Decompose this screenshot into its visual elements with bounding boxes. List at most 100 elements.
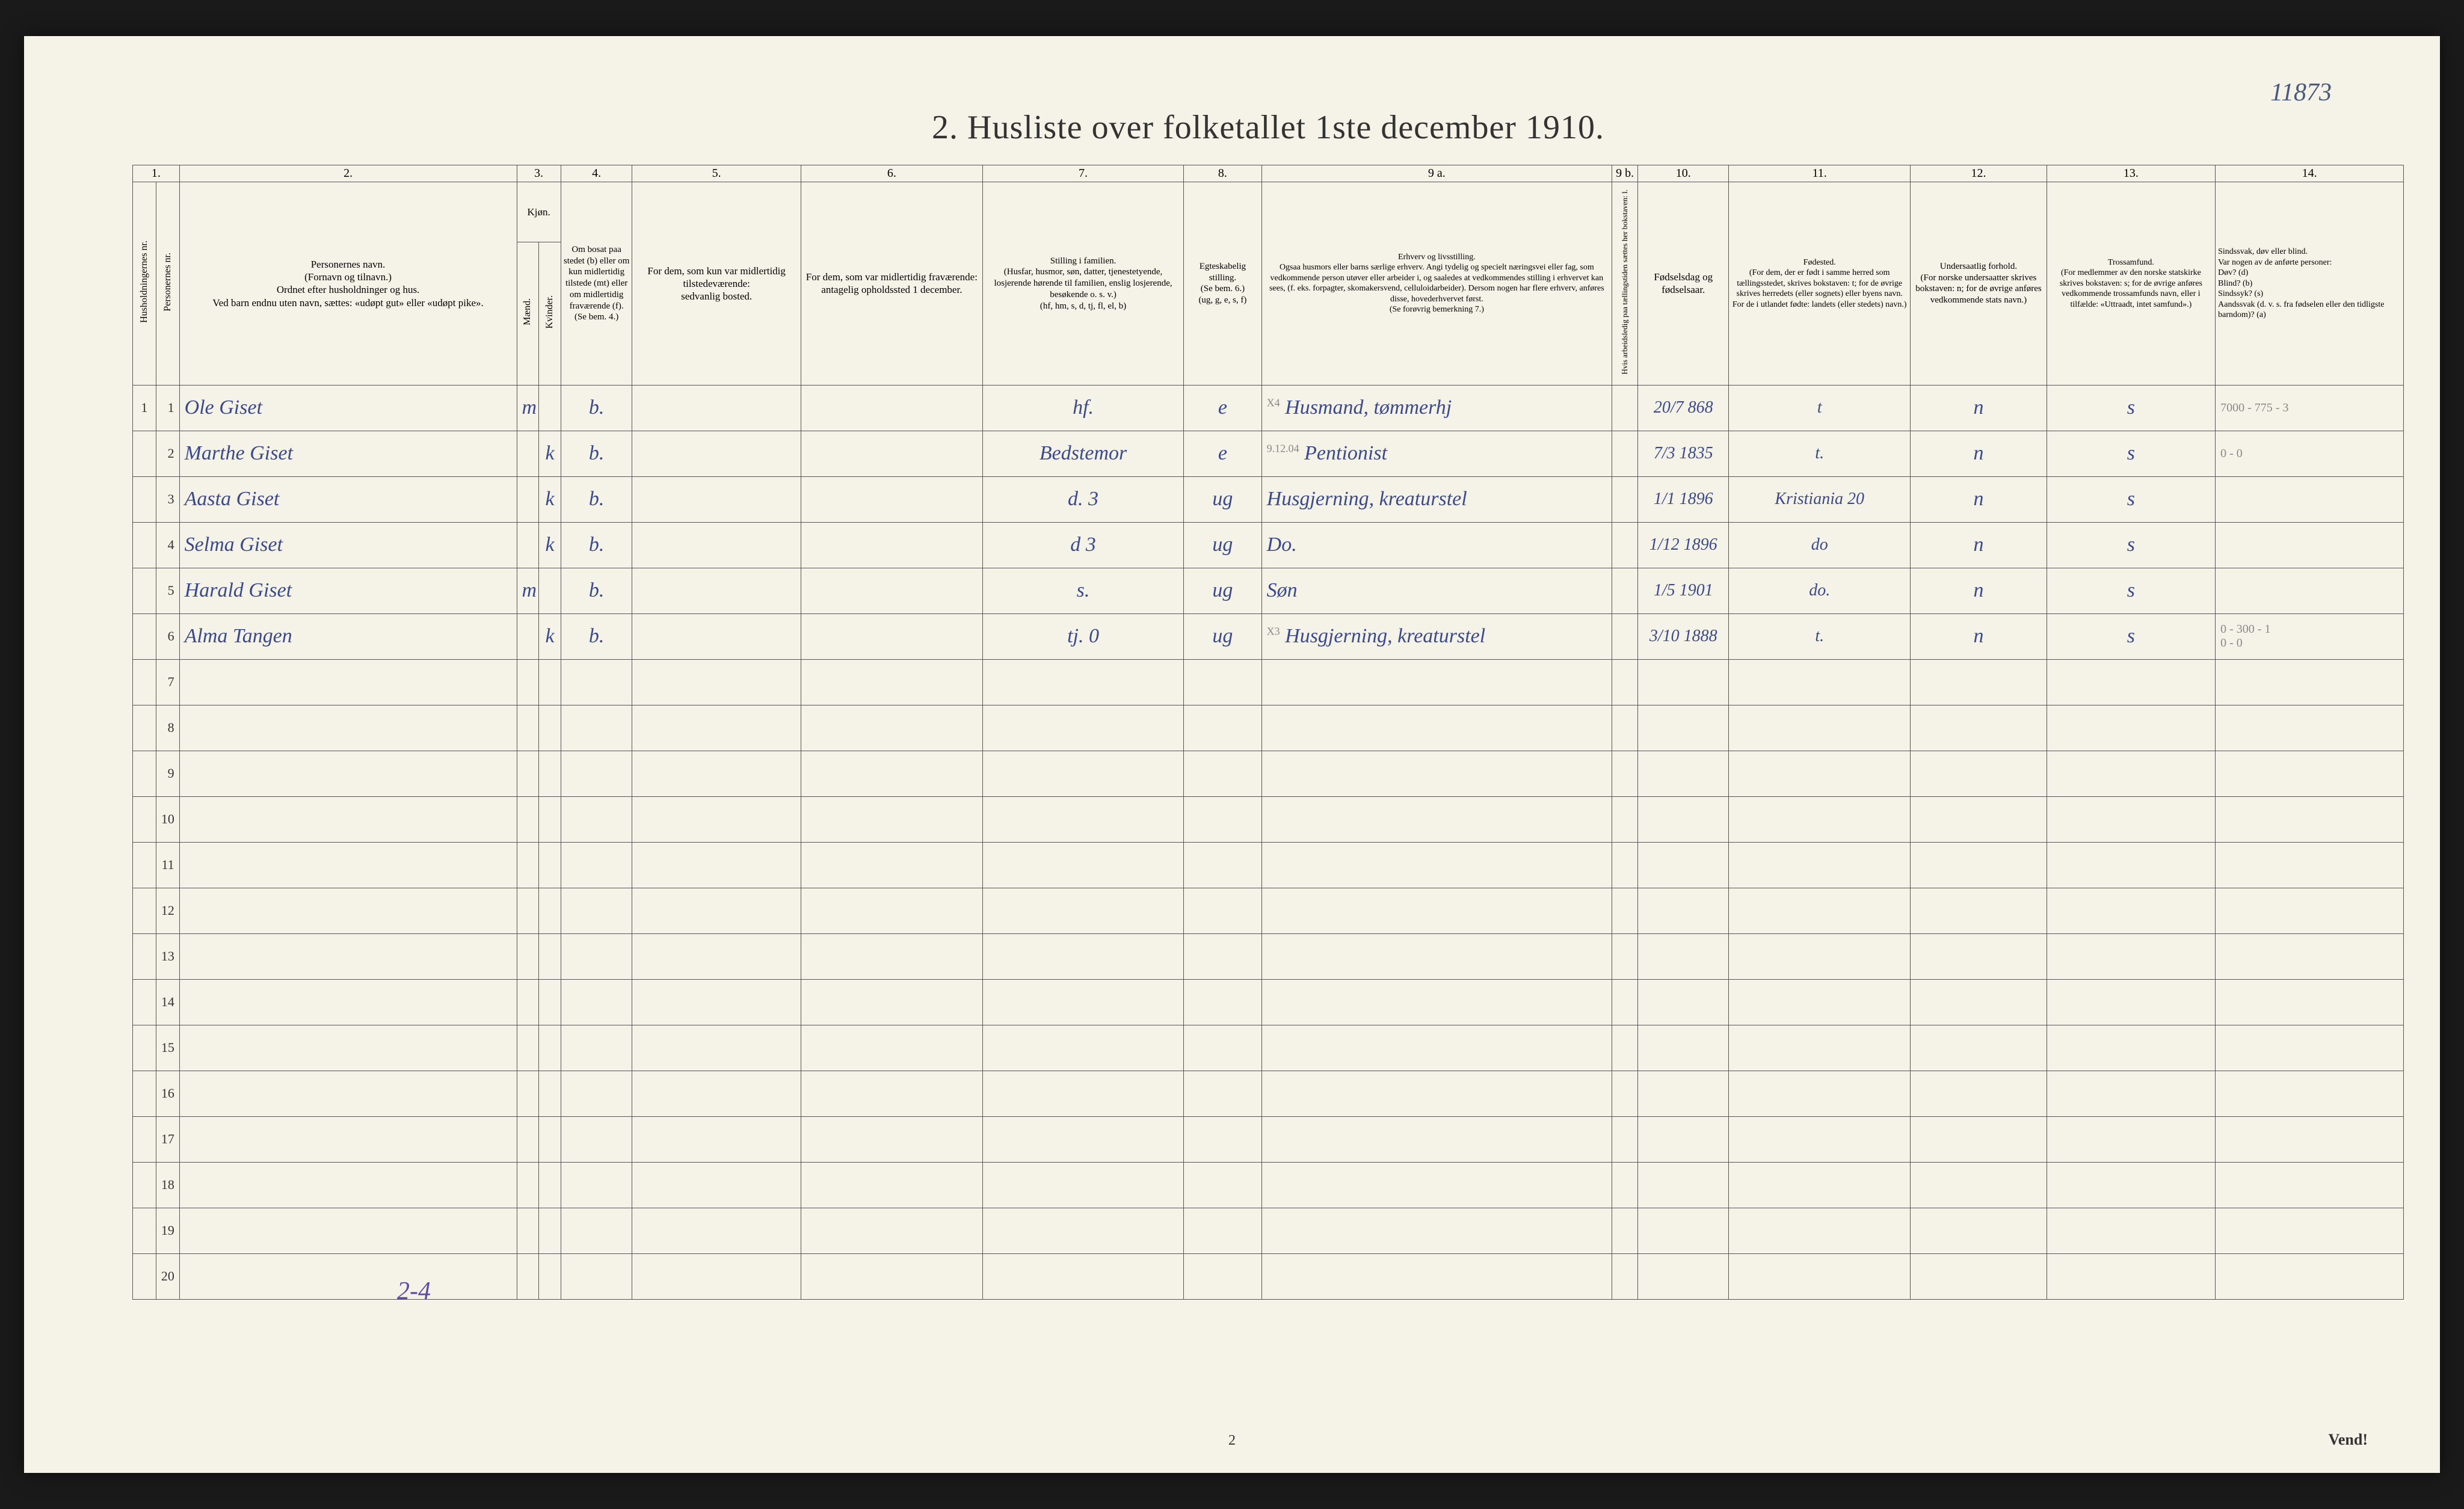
cell-c12: n [1911, 385, 2047, 431]
cell-c12 [1911, 888, 2047, 933]
table-row: 20 [133, 1253, 2404, 1299]
cell-household-nr [133, 1116, 156, 1162]
cell-c5 [632, 1162, 801, 1208]
cell-c8: e [1184, 431, 1261, 476]
cell-c5 [632, 1025, 801, 1071]
cell-c10 [1638, 1116, 1729, 1162]
cell-sex-m: m [517, 385, 539, 431]
colnum-6: 6. [801, 165, 982, 182]
cell-c14 [2216, 1253, 2404, 1299]
cell-c6 [801, 1116, 982, 1162]
cell-c13 [2047, 933, 2215, 979]
cell-c11 [1729, 1071, 1911, 1116]
cell-person-nr: 16 [156, 1071, 179, 1116]
cell-c5 [632, 568, 801, 613]
cell-sex-k [539, 888, 561, 933]
cell-name [179, 1071, 517, 1116]
cell-c9a [1261, 796, 1612, 842]
cell-c6 [801, 613, 982, 659]
cell-sex-m [517, 796, 539, 842]
cell-household-nr [133, 979, 156, 1025]
cell-c13 [2047, 659, 2215, 705]
cell-sex-k [539, 1208, 561, 1253]
cell-c11 [1729, 659, 1911, 705]
cell-c11 [1729, 933, 1911, 979]
cell-c14: 0 - 300 - 1 0 - 0 [2216, 613, 2404, 659]
cell-c13 [2047, 796, 2215, 842]
cell-c7 [982, 659, 1183, 705]
cell-sex-m [517, 1162, 539, 1208]
cell-c13 [2047, 1025, 2215, 1071]
cell-name: Harald Giset [179, 568, 517, 613]
colnum-2: 2. [179, 165, 517, 182]
cell-bosat [561, 979, 632, 1025]
cell-c9a [1261, 751, 1612, 796]
table-row: 3 Aasta Giset k b. d. 3 ug Husgjerning, … [133, 476, 2404, 522]
cell-sex-k [539, 568, 561, 613]
cell-c10 [1638, 888, 1729, 933]
cell-c13 [2047, 751, 2215, 796]
cell-sex-m [517, 1208, 539, 1253]
cell-c8 [1184, 705, 1261, 751]
head-sex-k: Kvinder. [539, 242, 561, 385]
footer-handwritten-note: 2-4 [397, 1277, 431, 1306]
cell-c13 [2047, 1208, 2215, 1253]
cell-c6 [801, 842, 982, 888]
cell-household-nr [133, 705, 156, 751]
column-header-row: Husholdningernes nr. Personernes nr. Per… [133, 182, 2404, 242]
cell-c14 [2216, 842, 2404, 888]
cell-c12 [1911, 751, 2047, 796]
cell-sex-m [517, 751, 539, 796]
cell-person-nr: 13 [156, 933, 179, 979]
head-person-nr: Personernes nr. [156, 182, 179, 386]
table-row: 16 [133, 1071, 2404, 1116]
cell-household-nr [133, 1208, 156, 1253]
cell-c11 [1729, 705, 1911, 751]
cell-c12 [1911, 659, 2047, 705]
cell-sex-m [517, 659, 539, 705]
cell-c12 [1911, 796, 2047, 842]
cell-c11 [1729, 1116, 1911, 1162]
cell-sex-k [539, 842, 561, 888]
cell-c8 [1184, 1162, 1261, 1208]
cell-c13: s [2047, 476, 2215, 522]
cell-c5 [632, 613, 801, 659]
cell-sex-m [517, 705, 539, 751]
cell-c9a: X3 Husgjerning, kreaturstel [1261, 613, 1612, 659]
table-row: 12 [133, 888, 2404, 933]
head-14: Sindssvak, døv eller blind. Var nogen av… [2216, 182, 2404, 386]
head-household-nr: Husholdningernes nr. [133, 182, 156, 386]
cell-c7: Bedstemor [982, 431, 1183, 476]
cell-person-nr: 8 [156, 705, 179, 751]
cell-sex-k [539, 933, 561, 979]
cell-bosat [561, 1162, 632, 1208]
cell-sex-k [539, 1162, 561, 1208]
cell-bosat [561, 842, 632, 888]
cell-c11: t. [1729, 613, 1911, 659]
head-12: Undersaatlig forhold. (For norske unders… [1911, 182, 2047, 386]
cell-c7 [982, 842, 1183, 888]
table-row: 17 [133, 1116, 2404, 1162]
colnum-13: 13. [2047, 165, 2215, 182]
cell-c13 [2047, 842, 2215, 888]
cell-household-nr [133, 613, 156, 659]
cell-c8 [1184, 1253, 1261, 1299]
cell-c12 [1911, 1116, 2047, 1162]
cell-c10 [1638, 933, 1729, 979]
cell-c7 [982, 705, 1183, 751]
cell-sex-k [539, 979, 561, 1025]
page-footer-center: 2 [1228, 1433, 1236, 1449]
cell-c5 [632, 705, 801, 751]
cell-sex-m [517, 431, 539, 476]
cell-sex-m [517, 476, 539, 522]
cell-household-nr: 1 [133, 385, 156, 431]
cell-c9b [1612, 888, 1638, 933]
head-sex: Kjøn. [517, 182, 561, 242]
cell-person-nr: 7 [156, 659, 179, 705]
document-title: 2. Husliste over folketallet 1ste decemb… [132, 108, 2404, 147]
cell-name: Selma Giset [179, 522, 517, 568]
cell-household-nr [133, 751, 156, 796]
cell-c11: do. [1729, 568, 1911, 613]
table-row: 5 Harald Giset m b. s. ug Søn 1/5 1901 d… [133, 568, 2404, 613]
cell-person-nr: 15 [156, 1025, 179, 1071]
